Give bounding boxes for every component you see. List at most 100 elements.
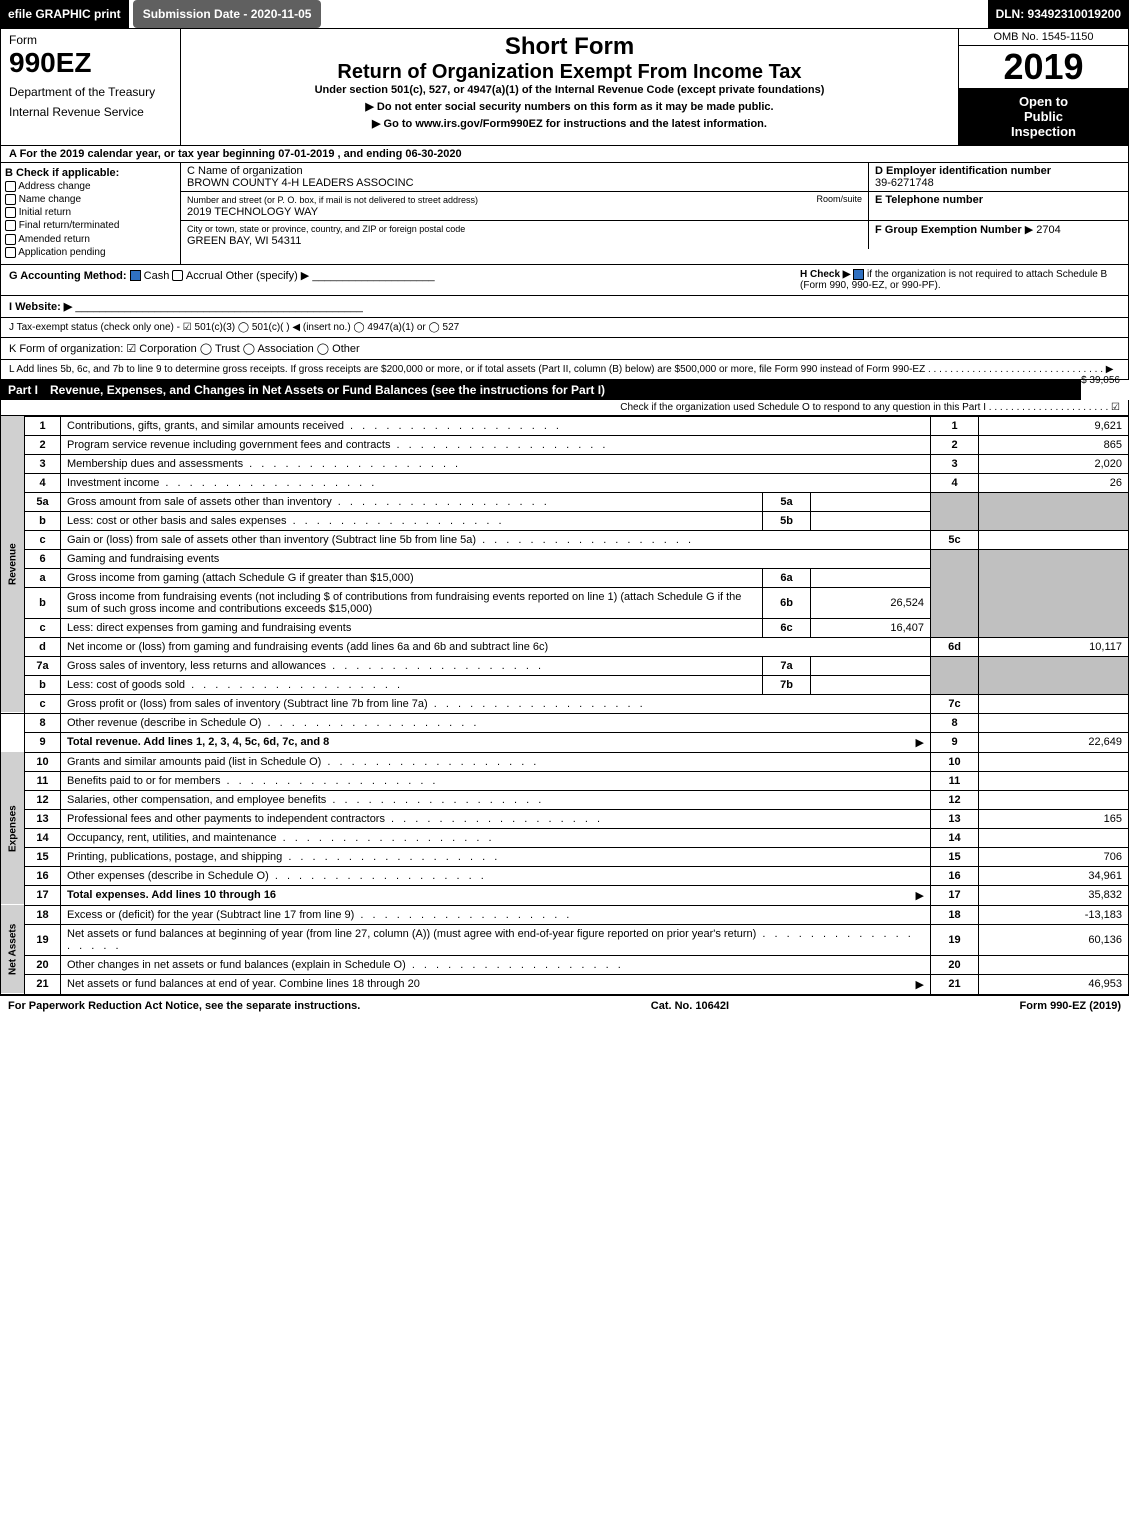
line-5a-desc: Gross amount from sale of assets other t… — [61, 492, 763, 511]
box-f-label: F Group Exemption Number — [875, 224, 1022, 236]
line-5c-desc: Gain or (loss) from sale of assets other… — [61, 530, 931, 549]
check-final-return[interactable]: Final return/terminated — [5, 220, 176, 231]
line-21-value: 46,953 — [979, 974, 1129, 994]
omb-number: OMB No. 1545-1150 — [959, 29, 1128, 46]
box-c: C Name of organization BROWN COUNTY 4-H … — [181, 163, 868, 192]
box-c-city-row: City or town, state or province, country… — [181, 221, 868, 249]
side-revenue: Revenue — [1, 416, 25, 713]
box-f: F Group Exemption Number ▶ 2704 — [869, 221, 1128, 238]
line-18-value: -13,183 — [979, 905, 1129, 924]
subtitle: Under section 501(c), 527, or 4947(a)(1)… — [185, 84, 954, 96]
line-3-desc: Membership dues and assessments — [61, 454, 931, 473]
line-1-desc: Contributions, gifts, grants, and simila… — [61, 416, 931, 435]
page-footer: For Paperwork Reduction Act Notice, see … — [0, 995, 1129, 1016]
form-year: 2019 — [959, 46, 1128, 88]
box-b: B Check if applicable: Address change Na… — [1, 163, 181, 264]
box-c-address-row: Number and street (or P. O. box, if mail… — [181, 192, 868, 221]
line-4-value: 26 — [979, 473, 1129, 492]
line-7c-desc: Gross profit or (loss) from sales of inv… — [61, 694, 931, 713]
line-7b-desc: Less: cost of goods sold — [61, 675, 763, 694]
top-bar: efile GRAPHIC print Submission Date - 20… — [0, 0, 1129, 28]
line-15-desc: Printing, publications, postage, and shi… — [61, 847, 931, 866]
line-7b-value — [811, 675, 931, 694]
line-21-desc: Net assets or fund balances at end of ye… — [61, 974, 931, 994]
org-name: BROWN COUNTY 4-H LEADERS ASSOCINC — [187, 177, 414, 189]
box-b-label: B Check if applicable: — [5, 167, 176, 179]
short-form-title: Short Form — [185, 33, 954, 61]
form-number: 990EZ — [9, 47, 172, 79]
dln-badge: DLN: 93492310019200 — [988, 0, 1129, 28]
line-6b-desc: Gross income from fundraising events (no… — [61, 587, 763, 618]
org-address: 2019 TECHNOLOGY WAY — [187, 206, 318, 218]
line-1-value: 9,621 — [979, 416, 1129, 435]
row-tax-exempt-status: J Tax-exempt status (check only one) - ☑… — [0, 318, 1129, 338]
row-g-h: G Accounting Method: Cash Accrual Other … — [0, 265, 1129, 296]
footer-paperwork-notice: For Paperwork Reduction Act Notice, see … — [8, 1000, 360, 1012]
line-12-desc: Salaries, other compensation, and employ… — [61, 790, 931, 809]
line-5a-value — [811, 492, 931, 511]
part-1-header: Part I Revenue, Expenses, and Changes in… — [0, 380, 1081, 400]
line-8-desc: Other revenue (describe in Schedule O) — [61, 713, 931, 732]
addr-label: Number and street (or P. O. box, if mail… — [187, 195, 478, 205]
line-9-value: 22,649 — [979, 732, 1129, 752]
line-11-value — [979, 771, 1129, 790]
line-20-value — [979, 955, 1129, 974]
line-15-value: 706 — [979, 847, 1129, 866]
row-h: H Check ▶ if the organization is not req… — [800, 269, 1120, 291]
line-6a-value — [811, 568, 931, 587]
form-header: Form 990EZ Department of the Treasury In… — [0, 28, 1129, 146]
line-10-value — [979, 752, 1129, 771]
box-d: D Employer identification number 39-6271… — [869, 163, 1128, 192]
line-20-desc: Other changes in net assets or fund bala… — [61, 955, 931, 974]
line-7c-value — [979, 694, 1129, 713]
line-2-value: 865 — [979, 435, 1129, 454]
check-name-change[interactable]: Name change — [5, 194, 176, 205]
line-14-desc: Occupancy, rent, utilities, and maintena… — [61, 828, 931, 847]
instructions-link[interactable]: ▶ Go to www.irs.gov/Form990EZ for instru… — [185, 117, 954, 130]
line-16-value: 34,961 — [979, 866, 1129, 885]
line-5b-desc: Less: cost or other basis and sales expe… — [61, 511, 763, 530]
check-accrual[interactable] — [172, 270, 183, 281]
line-6c-value: 16,407 — [811, 618, 931, 637]
check-initial-return[interactable]: Initial return — [5, 207, 176, 218]
line-7a-desc: Gross sales of inventory, less returns a… — [61, 656, 763, 675]
org-city: GREEN BAY, WI 54311 — [187, 235, 301, 247]
line-3-value: 2,020 — [979, 454, 1129, 473]
part-1-table: Revenue 1 Contributions, gifts, grants, … — [0, 416, 1129, 995]
line-6c-desc: Less: direct expenses from gaming and fu… — [61, 618, 763, 637]
line-5c-value — [979, 530, 1129, 549]
part-1-schedule-o-check: Check if the organization used Schedule … — [0, 400, 1129, 416]
line-8-value — [979, 713, 1129, 732]
line-19-desc: Net assets or fund balances at beginning… — [61, 924, 931, 955]
check-application-pending[interactable]: Application pending — [5, 247, 176, 258]
line-9-desc: Total revenue. Add lines 1, 2, 3, 4, 5c,… — [61, 732, 931, 752]
return-title: Return of Organization Exempt From Incom… — [185, 61, 954, 84]
line-10-desc: Grants and similar amounts paid (list in… — [61, 752, 931, 771]
line-7a-value — [811, 656, 931, 675]
footer-cat-no: Cat. No. 10642I — [360, 1000, 1019, 1012]
line-13-desc: Professional fees and other payments to … — [61, 809, 931, 828]
box-c-label: C Name of organization — [187, 165, 303, 177]
city-label: City or town, state or province, country… — [187, 224, 465, 234]
check-address-change[interactable]: Address change — [5, 181, 176, 192]
submission-date-badge: Submission Date - 2020-11-05 — [133, 0, 322, 28]
ein-value: 39-6271748 — [875, 177, 934, 189]
row-l-gross-receipts: L Add lines 5b, 6c, and 7b to line 9 to … — [0, 360, 1129, 380]
box-d-label: D Employer identification number — [875, 165, 1051, 177]
org-info-grid: B Check if applicable: Address change Na… — [0, 163, 1129, 265]
line-19-value: 60,136 — [979, 924, 1129, 955]
line-13-value: 165 — [979, 809, 1129, 828]
row-g-label: G Accounting Method: — [9, 270, 127, 282]
check-schedule-b-not-required[interactable] — [853, 269, 864, 280]
line-12-value — [979, 790, 1129, 809]
check-amended-return[interactable]: Amended return — [5, 234, 176, 245]
efile-print-button[interactable]: efile GRAPHIC print — [0, 0, 129, 28]
row-form-of-org: K Form of organization: ☑ Corporation ◯ … — [0, 338, 1129, 360]
line-6a-desc: Gross income from gaming (attach Schedul… — [61, 568, 763, 587]
open-public-inspection: Open to Public Inspection — [959, 88, 1128, 145]
line-16-desc: Other expenses (describe in Schedule O) — [61, 866, 931, 885]
line-2-desc: Program service revenue including govern… — [61, 435, 931, 454]
gross-receipts-value: $ 39,056 — [1081, 375, 1120, 386]
line-18-desc: Excess or (deficit) for the year (Subtra… — [61, 905, 931, 924]
check-cash[interactable] — [130, 270, 141, 281]
